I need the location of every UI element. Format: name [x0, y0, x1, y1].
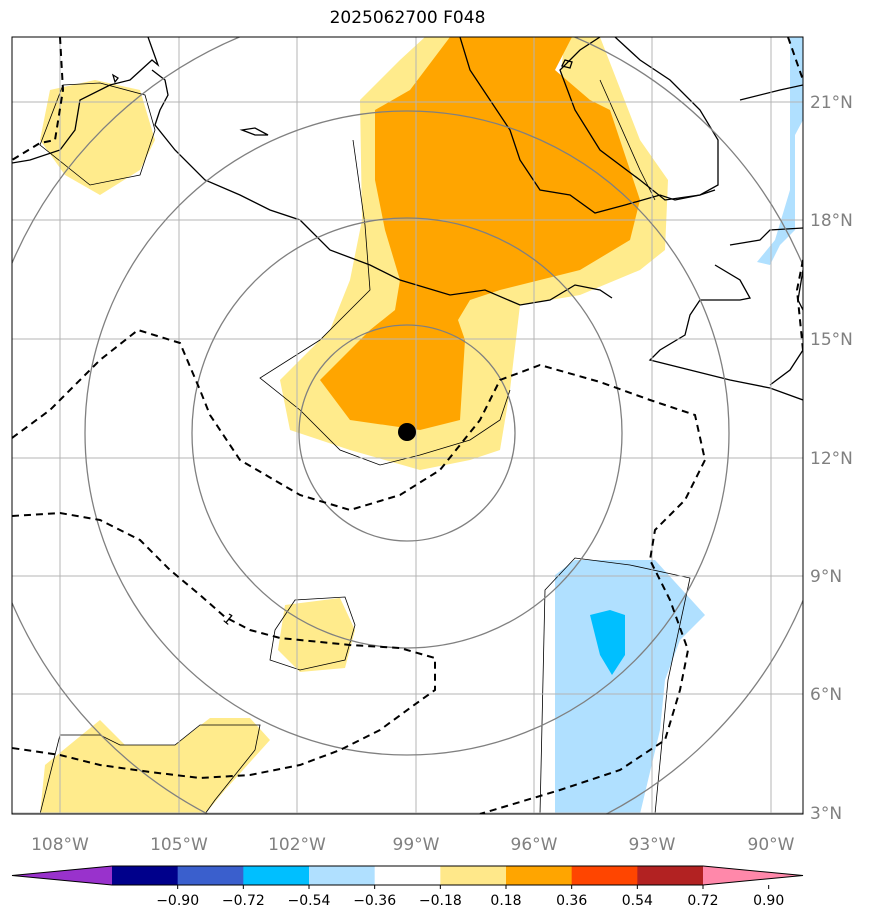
lat-label: 21°N: [810, 93, 853, 113]
longitude-labels: 108°W 105°W 102°W 99°W 96°W 93°W 90°W: [31, 835, 795, 855]
lon-label: 102°W: [268, 835, 326, 855]
colorbar-label: 0.90: [753, 893, 784, 909]
range-rings: [12, 37, 803, 814]
colorbar-extend-low: [12, 866, 112, 885]
lon-label: 105°W: [150, 835, 208, 855]
lat-label: 15°N: [810, 330, 853, 350]
colorbar-label: 0.18: [490, 893, 521, 909]
map-title: 2025062700 F048: [329, 8, 486, 28]
latitude-labels: 21°N 18°N 15°N 12°N 9°N 6°N 3°N: [810, 93, 853, 824]
blue-fill-regions: [555, 37, 803, 814]
colorbar-segment: [112, 866, 179, 885]
colorbar-label: −0.18: [419, 893, 462, 909]
lon-label: 93°W: [629, 835, 676, 855]
lat-label: 18°N: [810, 211, 853, 231]
colorbar-segment: [440, 866, 507, 885]
colorbar-segment: [243, 866, 310, 885]
lon-label: 108°W: [31, 835, 89, 855]
colorbar-extend-high: [703, 866, 803, 885]
lat-label: 3°N: [810, 804, 842, 824]
lat-lon-grid: [12, 37, 803, 814]
colorbar-label: 0.72: [687, 893, 718, 909]
colorbar-segment: [637, 866, 704, 885]
thin-outlines: [39, 79, 691, 814]
colorbar-segment: [506, 866, 573, 885]
dashed-contours: [12, 37, 803, 814]
lon-label: 96°W: [511, 835, 558, 855]
lon-label: 99°W: [393, 835, 440, 855]
colorbar-label: −0.72: [222, 893, 265, 909]
colorbar-label: −0.36: [353, 893, 396, 909]
colorbar-outline: [11, 865, 804, 886]
colorbar-label: −0.90: [156, 893, 199, 909]
colorbar-segment: [309, 866, 376, 885]
lat-label: 12°N: [810, 449, 853, 469]
coastlines: [12, 37, 803, 401]
colorbar: −0.90 −0.72 −0.54 −0.36 −0.18 0.18 0.36 0.54 0.7…: [11, 865, 804, 909]
colorbar-segment: [374, 866, 441, 885]
lat-label: 6°N: [810, 685, 842, 705]
lat-label: 9°N: [810, 567, 842, 587]
colorbar-label: 0.54: [622, 893, 653, 909]
colorbar-label: 0.36: [556, 893, 587, 909]
colorbar-label: −0.54: [288, 893, 331, 909]
lon-label: 90°W: [748, 835, 795, 855]
colorbar-segment: [177, 866, 244, 885]
map-frame: [11, 36, 804, 815]
map-panel: [12, 37, 803, 814]
storm-center-marker: [398, 423, 416, 441]
colorbar-segment: [571, 866, 638, 885]
orange-fill-regions: [320, 37, 640, 430]
